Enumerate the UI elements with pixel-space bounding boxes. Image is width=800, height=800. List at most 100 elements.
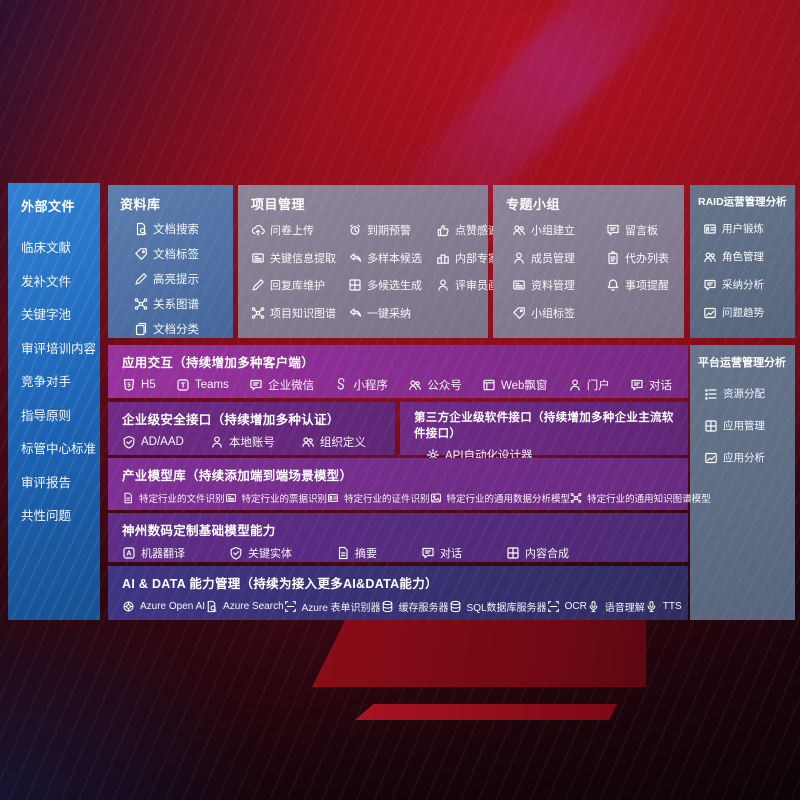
cloud-upload-icon xyxy=(251,223,265,237)
resource-allocate-icon xyxy=(704,387,718,401)
sidebar-item: 指导原则 xyxy=(21,408,72,423)
summary-icon xyxy=(336,546,350,560)
feature-item: 特定行业的文件识别 xyxy=(122,491,225,505)
band-title: 产业模型库（持续添加端到端场景模型） xyxy=(122,469,353,483)
feature-item: 组织定义 xyxy=(301,434,366,450)
platform-analysis-panel: 平台运营管理分析 资源分配 应用管理 应用分析 xyxy=(690,345,795,620)
feature-item: 代办列表 xyxy=(606,250,676,266)
app-manage-icon xyxy=(704,419,718,433)
raid-items: 用户锻炼角色管理采纳分析问题趋势 xyxy=(698,221,792,320)
feature-item: 关键实体 xyxy=(229,545,292,561)
feature-item: 多候选生成 xyxy=(348,277,436,293)
role-manage-icon xyxy=(703,250,717,264)
project-management-panel: 项目管理 问卷上传 到期预警 点赞感谢 关键信息提取 多样本候选 内部专家排名 回复库维护多… xyxy=(238,185,521,338)
local-account-icon xyxy=(210,435,224,449)
member-manage-icon xyxy=(512,251,526,265)
topic-group-panel: 专题小组 小组建立 留言板 成员管理 代办列表 资料管理 事项提醒 小组标签 xyxy=(493,185,684,338)
background-shape xyxy=(312,613,646,687)
reply-maintain-icon xyxy=(251,278,265,292)
group-create-icon xyxy=(512,223,526,237)
file-recog-icon xyxy=(122,492,134,504)
sidebar-item: 发补文件 xyxy=(21,274,72,289)
wechat-work-icon xyxy=(249,378,263,392)
feature-item: 采纳分析 xyxy=(703,277,792,292)
feature-item: 多样本候选 xyxy=(348,250,436,266)
relation-graph-icon xyxy=(134,297,148,311)
sidebar-item: 临床文献 xyxy=(21,241,72,255)
receipt-recog-icon xyxy=(225,492,237,504)
app-interaction-band: 应用交互（持续增加多种客户端） 5 H5 T Teams 企业微信 小程序 公众号 Web飘窗… xyxy=(108,345,688,398)
alarm-icon xyxy=(348,223,362,237)
feature-item: 关键信息提取 xyxy=(251,250,348,266)
ai-data-band: AI & DATA 能力管理（持续为接入更多AI&DATA能力） Azure O… xyxy=(108,566,688,620)
teams-icon: T xyxy=(176,378,190,392)
thumb-up-icon xyxy=(436,223,450,237)
azure-ad-icon xyxy=(122,435,136,449)
html5-icon: 5 xyxy=(122,378,136,392)
industry-model-band: 产业模型库（持续添加端到端场景模型） 特定行业的文件识别 特定行业的票据识别 特定行… xyxy=(108,458,711,510)
feature-item: 应用管理 xyxy=(704,418,792,433)
band-title: 企业级安全接口（持续增加多种认证） xyxy=(122,413,340,427)
dialog-icon xyxy=(630,378,644,392)
feature-item: 用户锻炼 xyxy=(703,221,792,236)
cert-recog-icon xyxy=(327,492,339,504)
sidebar-item: 关键字池 xyxy=(21,308,72,322)
raid-analysis-panel: RAID运营管理分析 用户锻炼 角色管理 采纳分析 问题趋势 xyxy=(690,185,795,338)
knowledge-graph-icon xyxy=(251,306,265,320)
background-shape xyxy=(355,704,617,720)
feature-item: 小程序 xyxy=(334,377,388,393)
feature-item: Azure Open AI xyxy=(122,600,205,613)
todo-list-icon xyxy=(606,250,620,265)
issue-trend-icon xyxy=(703,306,717,320)
basemodel-items: A 机器翻译 关键实体 摘要 对话 内容合成 xyxy=(122,545,676,561)
industry-items: 特定行业的文件识别 特定行业的票据识别 特定行业的证件识别 特定行业的通用数据分析模型… xyxy=(122,491,711,505)
feature-item: 成员管理 xyxy=(512,250,606,266)
feature-item: 问题趋势 xyxy=(703,305,792,320)
feature-item: OCR xyxy=(547,600,587,613)
group-items: 小组建立 留言板 成员管理 代办列表 资料管理 事项提醒 小组标签 xyxy=(506,222,676,321)
panel-title: 项目管理 xyxy=(251,197,306,212)
feature-item: 角色管理 xyxy=(703,249,792,264)
panel-title: 外部文件 xyxy=(21,199,76,214)
feature-item: 缓存服务器 xyxy=(381,599,449,614)
project-items: 问卷上传 到期预警 点赞感谢 关键信息提取 多样本候选 内部专家排名 回复库维护 多候选生成评… xyxy=(251,222,521,321)
panel-title: 平台运营管理分析 xyxy=(698,357,786,369)
feature-item: 特定行业的票据识别 xyxy=(225,491,327,505)
doc-search-icon xyxy=(134,222,148,236)
feature-item: 门户 xyxy=(568,377,610,393)
sql-server-icon xyxy=(449,600,462,613)
feature-item: AD/AAD xyxy=(122,435,184,449)
group-tag-icon xyxy=(512,306,526,320)
feature-item: 文档分类 xyxy=(134,321,227,337)
feature-item: 应用分析 xyxy=(704,450,792,465)
svg-text:T: T xyxy=(181,381,186,390)
app-analysis-icon xyxy=(704,451,718,465)
feature-item: Azure 表单识别器 xyxy=(284,599,381,614)
security-items: AD/AAD 本地账号 组织定义 xyxy=(122,434,383,450)
feature-item: 小组建立 xyxy=(512,222,606,238)
thirdparty-interface-band: 第三方企业级软件接口（持续增加多种企业主流软件接口） API自动化设计器 xyxy=(400,402,688,462)
feature-item: 特定行业的证件识别 xyxy=(327,491,430,505)
library-items: 文档搜索 文档标签 高亮提示 关系图谱 文档分类 xyxy=(120,221,227,337)
key-entity-icon xyxy=(229,546,243,560)
band-title: AI & DATA 能力管理（持续为接入更多AI&DATA能力） xyxy=(122,577,438,591)
feature-item: 本地账号 xyxy=(210,434,275,450)
multi-candidate-icon xyxy=(348,278,362,292)
org-define-icon xyxy=(301,435,315,449)
azure-openai-icon xyxy=(122,600,135,613)
speech-icon xyxy=(587,600,600,613)
feature-item: 高亮提示 xyxy=(134,271,227,287)
band-title: 应用交互（持续增加多种客户端） xyxy=(122,356,315,370)
sidebar-item: 共性问题 xyxy=(21,509,72,523)
feature-item: 回复库维护 xyxy=(251,277,348,293)
aidata-items: Azure Open AI Azure Search Azure 表单识别器 缓存服务… xyxy=(122,599,682,614)
cache-server-icon xyxy=(381,600,394,613)
one-click-adopt-icon xyxy=(348,306,362,320)
svg-text:5: 5 xyxy=(127,383,131,389)
feature-item: 公众号 xyxy=(408,377,462,393)
feature-item: 问卷上传 xyxy=(251,222,348,238)
bbs-icon xyxy=(606,223,620,237)
doc-tag-icon xyxy=(134,247,148,261)
feature-item: 点赞感谢 xyxy=(436,222,521,238)
